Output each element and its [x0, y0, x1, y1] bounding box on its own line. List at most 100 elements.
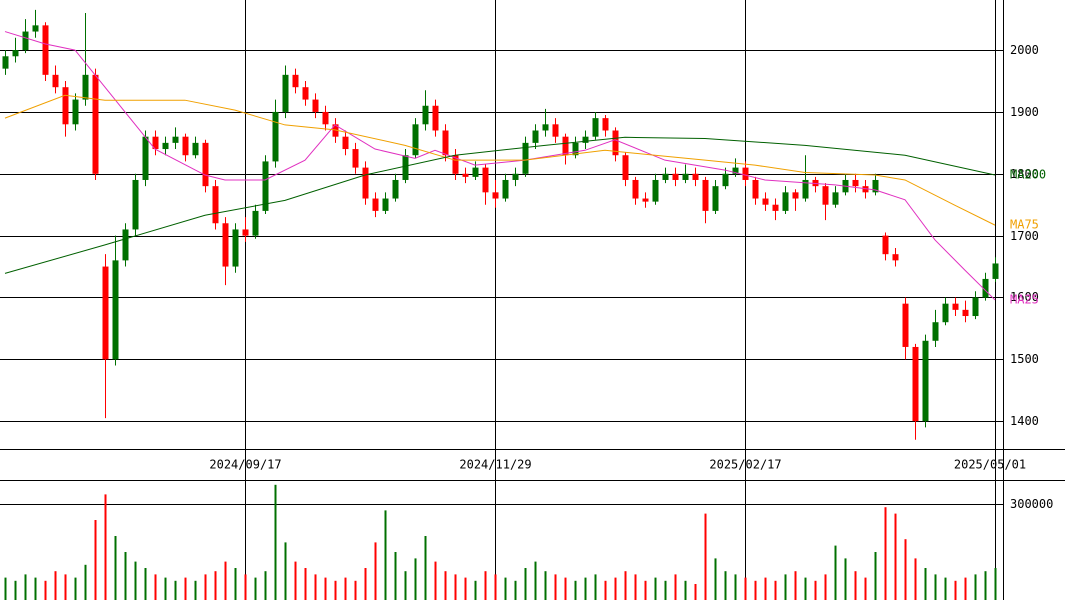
volume-bar: [234, 568, 237, 600]
candle-body: [42, 25, 49, 75]
volume-bar: [624, 571, 627, 600]
candle-body: [912, 346, 919, 422]
moving-average: [4, 136, 996, 274]
candle-body: [632, 179, 639, 199]
candle-body: [152, 136, 159, 150]
volume-bar: [104, 494, 107, 600]
volume-bar: [934, 574, 937, 600]
volume-bar: [64, 574, 67, 600]
ma-label: MA200: [1010, 168, 1046, 182]
volume-bar: [44, 580, 47, 600]
candle-body: [612, 130, 619, 156]
candle-body: [432, 105, 439, 131]
candle-body: [112, 260, 119, 360]
y-tick-label: 1500: [1010, 352, 1039, 366]
candle-body: [222, 223, 229, 267]
candle-body: [252, 210, 259, 236]
candle-body: [342, 136, 349, 150]
volume-bar: [374, 542, 377, 600]
y-tick-label: 1900: [1010, 105, 1039, 119]
volume-bar: [754, 580, 757, 600]
volume-bar: [224, 561, 227, 600]
candle-body: [652, 179, 659, 202]
candle-body: [452, 155, 459, 174]
volume-bar: [994, 568, 997, 600]
candle-body: [32, 25, 39, 32]
candle-body: [732, 167, 739, 174]
volume-bar: [704, 513, 707, 600]
candle-body: [932, 322, 939, 341]
volume-bar: [434, 561, 437, 600]
volume-bar: [504, 577, 507, 600]
volume-bar: [514, 580, 517, 600]
volume-bar: [674, 574, 677, 600]
volume-bar: [244, 574, 247, 600]
candle-body: [662, 173, 669, 180]
candle-body: [872, 179, 879, 193]
ma-label: MA75: [1010, 218, 1039, 232]
volume-bar: [664, 580, 667, 600]
volume-bar: [894, 513, 897, 600]
candle-body: [762, 198, 769, 205]
candle-body: [462, 173, 469, 177]
volume-bar: [604, 580, 607, 600]
volume-bar: [424, 536, 427, 600]
volume-bar: [794, 571, 797, 600]
volume-bar: [564, 577, 567, 600]
volume-bar: [644, 580, 647, 600]
volume-bar: [804, 577, 807, 600]
moving-average: [4, 31, 996, 301]
volume-bar: [944, 577, 947, 600]
candle-body: [622, 155, 629, 180]
volume-bar: [854, 571, 857, 600]
volume-bar: [24, 574, 27, 600]
candle-body: [212, 186, 219, 224]
candle-body: [512, 173, 519, 180]
volume-bar: [964, 577, 967, 600]
volume-bar: [134, 561, 137, 600]
volume-bar: [384, 510, 387, 600]
candle-body: [262, 161, 269, 211]
candle-body: [472, 167, 479, 177]
volume-bar: [394, 552, 397, 600]
volume-bar: [34, 577, 37, 600]
candle-body: [582, 136, 589, 143]
candle-body: [82, 74, 89, 100]
volume-bar: [634, 574, 637, 600]
candle-body: [982, 278, 989, 298]
candle-body: [442, 130, 449, 156]
candle-body: [312, 99, 319, 112]
volume-bar: [844, 558, 847, 600]
candle-body: [802, 179, 809, 199]
volume-bar: [714, 558, 717, 600]
candle-body: [772, 204, 779, 211]
candle-body: [962, 309, 969, 317]
volume-bar: [194, 580, 197, 600]
volume-bar: [334, 580, 337, 600]
candle-body: [552, 124, 559, 137]
volume-bar: [154, 574, 157, 600]
volume-bar: [264, 571, 267, 600]
volume-bar: [904, 539, 907, 600]
volume-bar: [364, 568, 367, 600]
volume-bar: [584, 577, 587, 600]
candle-body: [852, 179, 859, 187]
candle-body: [322, 111, 329, 125]
volume-bar: [324, 577, 327, 600]
candle-body: [682, 173, 689, 180]
volume-bar: [494, 574, 497, 600]
moving-average: [4, 94, 996, 226]
y-tick-label: 1600: [1010, 290, 1039, 304]
y-tick-label: 1400: [1010, 414, 1039, 428]
candle-body: [992, 263, 999, 279]
candle-body: [752, 179, 759, 199]
candle-body: [742, 167, 749, 180]
volume-bar: [594, 574, 597, 600]
candle-body: [722, 173, 729, 187]
candle-body: [292, 74, 299, 88]
volume-bar: [614, 577, 617, 600]
volume-bar: [454, 574, 457, 600]
volume-bar: [924, 568, 927, 600]
candle-body: [72, 99, 79, 125]
candle-body: [172, 136, 179, 143]
